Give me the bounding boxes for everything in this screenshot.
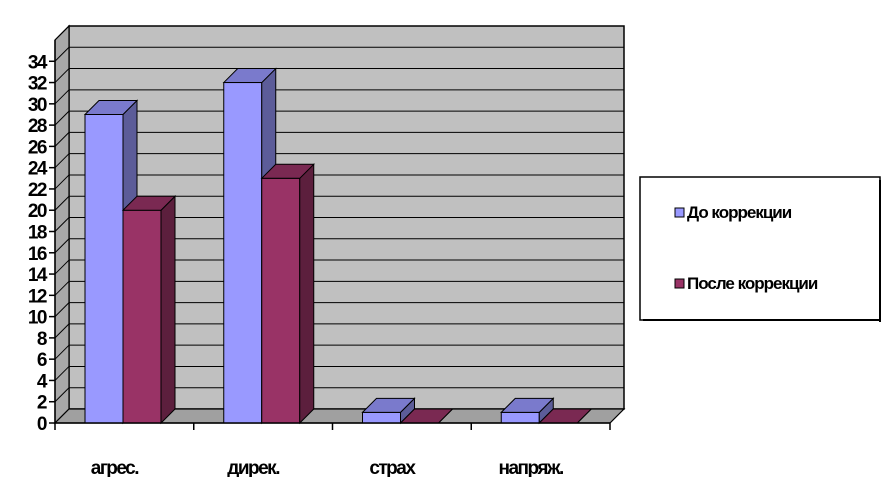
gridline-side [54, 174, 70, 190]
legend-swatch-before [674, 207, 685, 218]
value-tick-label: 6 [37, 350, 47, 371]
value-tick-label: 24 [28, 159, 48, 180]
value-tick-label: 10 [28, 308, 47, 329]
legend-label-after: После коррекции [687, 274, 818, 293]
bar [84, 113, 124, 424]
gridline-side [54, 323, 70, 339]
bar-side [160, 195, 176, 425]
legend-shadow-right [879, 180, 881, 322]
gridline-side [54, 68, 70, 83]
value-tick-label: 22 [28, 180, 47, 201]
gridline-side [54, 25, 70, 41]
value-tick-label: 20 [28, 201, 47, 222]
gridline-side [54, 387, 70, 403]
category-label: напряж. [499, 458, 563, 477]
value-tick-label: 14 [28, 265, 48, 286]
legend-shadow-bottom [643, 319, 881, 321]
gridline-side [54, 132, 70, 147]
category-label: агрес. [91, 458, 138, 477]
value-tick-label: 16 [28, 244, 47, 265]
value-tick-label: 0 [37, 414, 47, 435]
bar-top [222, 68, 277, 84]
bar [122, 209, 162, 424]
gridline-side [54, 89, 70, 105]
category-axis: агрес. дирек. страх напряж. [54, 422, 611, 477]
gridline-side [54, 259, 70, 275]
gridline-side [54, 238, 70, 254]
value-tick-label: 2 [37, 393, 47, 414]
value-tick-label: 18 [28, 223, 47, 244]
category-label: дирек. [227, 458, 279, 477]
gridline-side [54, 366, 70, 381]
value-tick-label: 30 [28, 95, 47, 116]
bar [223, 82, 263, 424]
value-tick-label: 12 [28, 286, 47, 307]
legend-label-before: До коррекции [687, 203, 792, 222]
value-tick-label: 32 [28, 74, 47, 95]
legend: До коррекции После коррекции [639, 176, 881, 322]
bar [500, 411, 540, 424]
value-tick-label: 34 [28, 52, 48, 73]
gridline-side [54, 46, 70, 62]
value-tick-label: 28 [28, 116, 47, 137]
legend-swatch-after [674, 278, 685, 289]
gridline-side [54, 153, 70, 169]
bar-top [121, 195, 177, 211]
gridline-side [54, 217, 70, 232]
category-label: страх [369, 458, 416, 477]
bar-top [361, 397, 416, 413]
legend-box [639, 176, 881, 321]
bar-top [83, 99, 139, 115]
gridline-side [54, 110, 70, 126]
value-tick-label: 4 [37, 371, 48, 392]
gridline-side [54, 280, 70, 296]
value-tick-label: 26 [28, 137, 47, 158]
bar [261, 177, 301, 424]
bar-top [500, 397, 555, 413]
plot-area [53, 24, 626, 425]
gridline-side [54, 195, 70, 211]
value-tick-label: 8 [37, 329, 47, 350]
bar-top [260, 163, 315, 179]
bar-side [299, 163, 315, 425]
bar [362, 411, 401, 424]
gridline-side [54, 302, 70, 317]
gridline-side [54, 344, 70, 360]
